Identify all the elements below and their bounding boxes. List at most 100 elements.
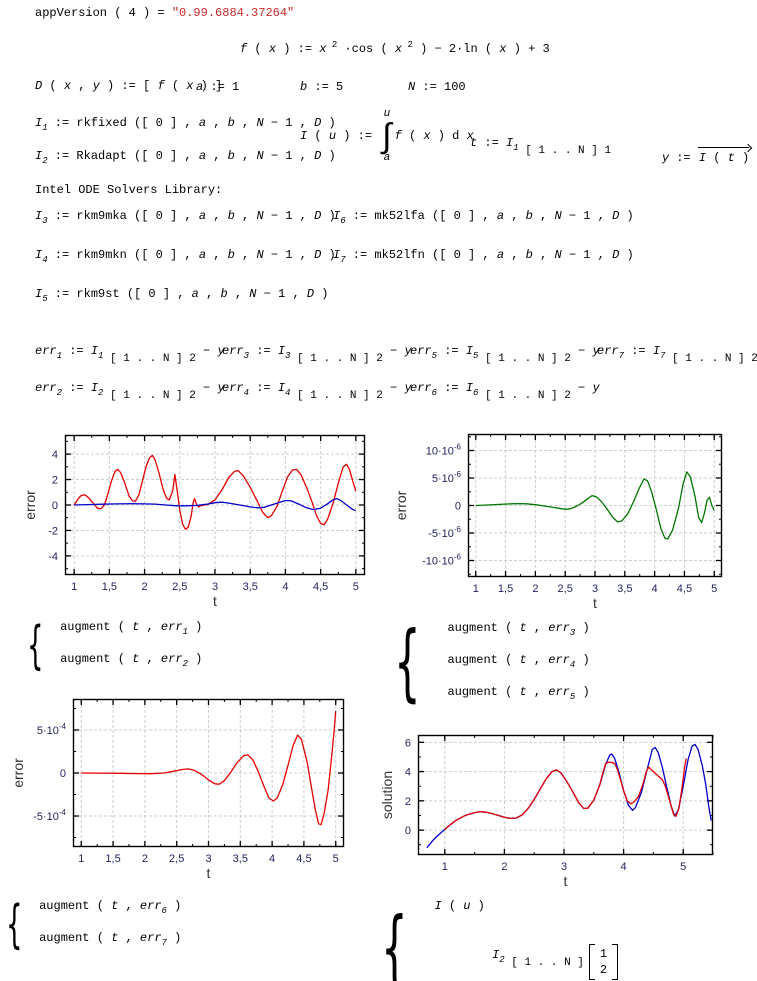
svg-text:1,5: 1,5	[498, 583, 513, 595]
b-definition[interactable]: b := 5	[300, 80, 344, 94]
legend-entry-err2: augment ( t , err2 )	[60, 652, 203, 669]
svg-text:2,5: 2,5	[558, 583, 573, 595]
svg-text:6: 6	[405, 737, 411, 749]
solution-plot[interactable]: 1 2 3 4 5 6 4 2 0 t solution	[379, 734, 714, 889]
svg-text:3: 3	[212, 581, 218, 593]
plot4-legend[interactable]: { I ( u ) I2 [ 1 . . N ] 1 2	[381, 896, 619, 981]
err6-definition[interactable]: err6 := I6 [ 1 . . N ] 2 − y	[410, 381, 600, 402]
brace-icon: {	[394, 613, 421, 712]
svg-text:4,5: 4,5	[677, 583, 692, 595]
plot3-legend[interactable]: { augment ( t , err6 ) augment ( t , err…	[6, 896, 181, 954]
svg-text:4: 4	[282, 581, 288, 593]
appversion-formula[interactable]: appVersion ( 4 ) = "0.99.6884.37264"	[35, 6, 295, 20]
err1-definition[interactable]: err1 := I1 [ 1 . . N ] 2 − y	[35, 344, 225, 365]
svg-text:1: 1	[78, 853, 84, 865]
integral-definition[interactable]: I ( u ) := u ∫ a f ( x ) d x	[300, 108, 474, 164]
vector-row-1: 1	[599, 947, 608, 961]
svg-text:4,5: 4,5	[313, 581, 328, 593]
svg-text:2,5: 2,5	[169, 853, 184, 865]
svg-text:error: error	[10, 758, 26, 788]
fx-definition[interactable]: f ( x ) := x 2 ·cos ( x 2 ) − 2·ln ( x )…	[240, 40, 550, 56]
svg-text:4: 4	[52, 449, 58, 461]
svg-text:5: 5	[680, 861, 686, 873]
i4-rkm9mkn-definition[interactable]: I4 := rkm9mkn ([ 0 ] , a , b , N − 1 , D…	[35, 248, 336, 265]
legend-entry-err7: augment ( t , err7 )	[39, 931, 182, 948]
brace-icon: {	[27, 615, 44, 676]
legend-entry-err3: augment ( t , err3 )	[447, 621, 590, 638]
i2-index-expression: I2 [ 1 . . N ]	[492, 948, 584, 969]
svg-text:5·10-6: 5·10-6	[432, 470, 462, 485]
d-function-definition[interactable]: D ( x , y ) := [ f ( x ) ]	[35, 79, 223, 93]
error-plot-intel-rkm9[interactable]: 1 1,5 2 2,5 3 3,5 4 4,5 5 10·10-6 5·10-6 0 -5·10-6 -1…	[393, 433, 723, 611]
legend-entry-err6: augment ( t , err6 )	[39, 899, 182, 916]
svg-text:4: 4	[621, 861, 627, 873]
svg-text:1,5: 1,5	[102, 581, 117, 593]
svg-text:2: 2	[52, 475, 58, 487]
svg-text:1,5: 1,5	[105, 853, 120, 865]
svg-text:3: 3	[205, 853, 211, 865]
svg-text:-10·10-6: -10·10-6	[422, 553, 461, 568]
svg-text:5: 5	[333, 853, 339, 865]
svg-text:-2: -2	[48, 525, 58, 537]
svg-text:3,5: 3,5	[617, 583, 632, 595]
svg-text:-5·10-6: -5·10-6	[428, 525, 461, 540]
legend-entry-err5: augment ( t , err5 )	[447, 685, 590, 702]
brace-icon: {	[381, 898, 408, 981]
y-definition[interactable]: y := I ( t )	[633, 131, 752, 179]
svg-text:t: t	[213, 593, 217, 609]
i2-rkadapt-definition[interactable]: I2 := Rkadapt ([ 0 ] , a , b , N − 1 , D…	[35, 149, 336, 166]
n-definition[interactable]: N := 100	[408, 80, 466, 94]
err7-definition[interactable]: err7 := I7 [ 1 . . N ] 2 − y	[597, 344, 757, 365]
svg-text:1: 1	[442, 861, 448, 873]
legend-entry-err1: augment ( t , err1 )	[60, 620, 203, 637]
svg-text:-5·10-4: -5·10-4	[33, 808, 66, 823]
svg-text:2: 2	[501, 861, 507, 873]
legend-entry-err4: augment ( t , err4 )	[447, 653, 590, 670]
integral-column: u ∫ a	[382, 108, 391, 164]
y-definition-arg: I ( t )	[698, 151, 750, 165]
integral-body: f ( x ) d x	[394, 129, 474, 143]
i5-rkm9st-definition[interactable]: I5 := rkm9st ([ 0 ] , a , b , N − 1 , D …	[35, 287, 329, 304]
i6-mk52lfa-definition[interactable]: I6 := mk52lfa ([ 0 ] , a , b , N − 1 , D…	[333, 209, 634, 226]
svg-text:2,5: 2,5	[172, 581, 187, 593]
vector-row-2: 2	[599, 963, 608, 977]
integral-sign-icon: ∫	[382, 116, 392, 156]
brace-icon: {	[6, 894, 23, 955]
vectorize-arrow: I ( t )	[697, 145, 752, 165]
a-definition[interactable]: a := 1	[196, 80, 240, 94]
svg-text:3,5: 3,5	[233, 853, 248, 865]
svg-text:solution: solution	[379, 771, 395, 819]
svg-text:10·10-6: 10·10-6	[426, 443, 462, 458]
svg-text:5: 5	[711, 583, 717, 595]
svg-text:1: 1	[473, 583, 479, 595]
i3-rkm9mka-definition[interactable]: I3 := rkm9mka ([ 0 ] , a , b , N − 1 , D…	[35, 209, 336, 226]
err3-definition[interactable]: err3 := I3 [ 1 . . N ] 2 − y	[222, 344, 412, 365]
svg-text:-4: -4	[48, 551, 58, 563]
svg-text:5·10-4: 5·10-4	[37, 722, 67, 737]
svg-text:3: 3	[561, 861, 567, 873]
plot2-legend[interactable]: { augment ( t , err3 ) augment ( t , err…	[394, 618, 590, 708]
svg-text:1: 1	[71, 581, 77, 593]
plot1-legend[interactable]: { augment ( t , err1 ) augment ( t , err…	[27, 617, 202, 675]
err4-definition[interactable]: err4 := I4 [ 1 . . N ] 2 − y	[222, 381, 412, 402]
error-plot-intel-mk52[interactable]: 1 1,5 2 2,5 3 3,5 4 4,5 5 5·10-4 0 -5·10-4 t error	[10, 698, 345, 881]
intel-heading[interactable]: Intel ODE Solvers Library:	[35, 183, 223, 197]
svg-text:3: 3	[592, 583, 598, 595]
svg-text:3,5: 3,5	[243, 581, 258, 593]
error-plot-rk-builtin[interactable]: 1 1,5 2 2,5 3 3,5 4 4,5 5 4 2 0 -2 -4 t error	[22, 434, 366, 609]
svg-text:2: 2	[532, 583, 538, 595]
svg-text:0: 0	[455, 501, 461, 513]
legend-entry-iu: I ( u )	[434, 899, 485, 913]
err5-definition[interactable]: err5 := I5 [ 1 . . N ] 2 − y	[410, 344, 600, 365]
svg-text:0: 0	[60, 768, 66, 780]
t-definition[interactable]: t := I1 [ 1 . . N ] 1	[470, 136, 612, 157]
i1-rkfixed-definition[interactable]: I1 := rkfixed ([ 0 ] , a , b , N − 1 , D…	[35, 116, 336, 133]
svg-text:4: 4	[652, 583, 658, 595]
svg-text:4: 4	[405, 767, 411, 779]
i7-mk52lfn-definition[interactable]: I7 := mk52lfn ([ 0 ] , a , b , N − 1 , D…	[333, 248, 634, 265]
err2-definition[interactable]: err2 := I2 [ 1 . . N ] 2 − y	[35, 381, 225, 402]
svg-text:4: 4	[269, 853, 275, 865]
vector-left-bracket	[588, 944, 595, 980]
